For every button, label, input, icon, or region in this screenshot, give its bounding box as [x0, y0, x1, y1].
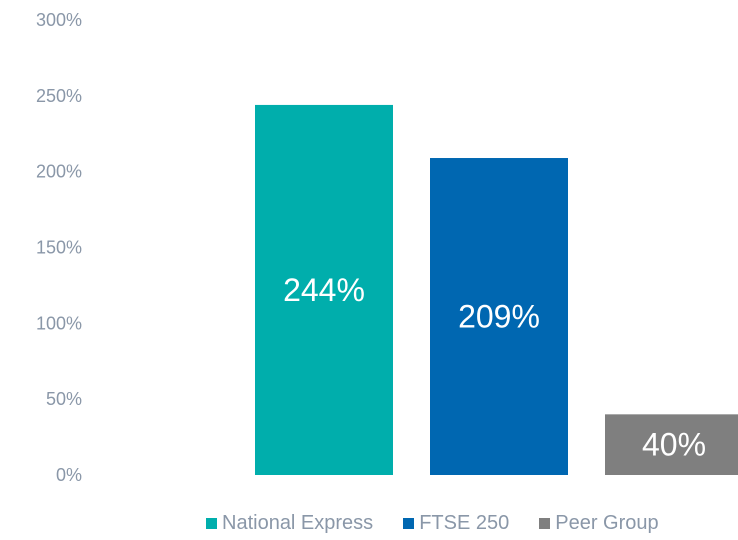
- legend-item-national-express: National Express: [206, 512, 373, 535]
- legend-label-national-express: National Express: [222, 512, 374, 534]
- legend-label-ftse-250: FTSE 250: [419, 512, 510, 534]
- bar-ftse-250: [430, 158, 568, 475]
- data-label-peer-group: 40%: [642, 427, 706, 463]
- legend-swatch-national-express: [206, 518, 217, 529]
- data-label-ftse-250: 209%: [458, 299, 540, 335]
- y-tick-label: 250%: [36, 86, 82, 106]
- bar-peer-group: [605, 414, 738, 475]
- y-tick-label: 300%: [36, 10, 82, 30]
- legend-item-ftse-250: FTSE 250: [403, 512, 509, 535]
- legend-label-peer-group: Peer Group: [555, 512, 659, 534]
- data-label-national-express: 244%: [283, 272, 365, 308]
- y-tick-label: 150%: [36, 238, 82, 258]
- legend: National Express FTSE 250 Peer Group: [206, 512, 659, 535]
- bar-chart: 0% 50% 100% 150% 200% 250% 300% 244% 209% 40%: [36, 10, 738, 485]
- legend-item-peer-group: Peer Group: [539, 512, 659, 535]
- y-tick-label: 0%: [56, 465, 82, 485]
- bar-national-express: [255, 104, 393, 475]
- legend-swatch-peer-group: [539, 518, 551, 529]
- legend-swatch-ftse-250: [403, 518, 415, 529]
- y-tick-label: 50%: [46, 389, 82, 409]
- y-tick-label: 200%: [36, 162, 82, 182]
- y-tick-label: 100%: [36, 313, 82, 333]
